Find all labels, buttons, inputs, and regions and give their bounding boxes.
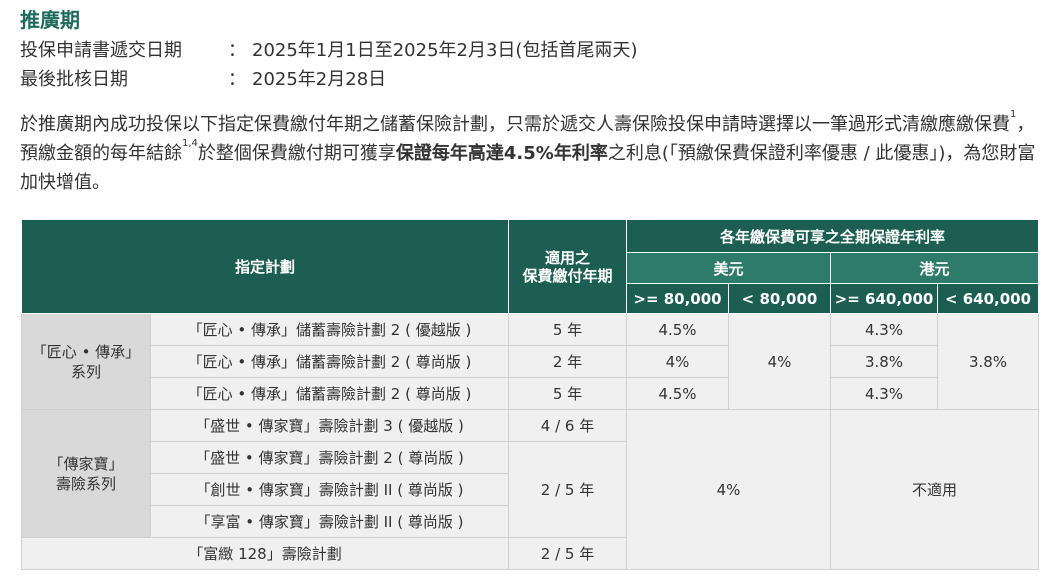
rate-hkd-high: 4.3% [830,313,938,346]
plan-name: 「匠心 • 傳承」儲蓄壽險計劃 2 ( 尊尚版 ) [150,377,509,410]
header-plan: 指定計劃 [21,219,509,314]
header-usd-high: >= 80,000 [626,283,729,314]
rate-hkd-common: 不適用 [830,409,1039,570]
term-cell: 2 / 5 年 [508,441,627,538]
rate-usd-high: 4.5% [626,313,729,346]
rate-hkd-high: 3.8% [830,345,938,378]
plan-name: 「創世 • 傳家寶」壽險計劃 II ( 尊尚版 ) [150,473,509,506]
rate-usd-low: 4% [728,313,831,410]
rate-table: 指定計劃 適用之 保費繳付年期 各年繳保費可享之全期保證年利率 美元 港元 >=… [21,219,1039,570]
rate-hkd-low: 3.8% [937,313,1039,410]
term-cell: 5 年 [508,377,627,410]
date-colon: ： [228,69,246,90]
term-cell: 2 / 5 年 [508,537,627,570]
plan-name: 「盛世 • 傳家寶」壽險計劃 2 ( 尊尚版 ) [150,441,509,474]
date-label: 最後批核日期 [20,69,128,90]
term-cell: 2 年 [508,345,627,378]
header-hkd: 港元 [830,252,1039,284]
term-cell: 5 年 [508,313,627,346]
footnote-ref: 1,4 [182,138,198,149]
series-name: 「匠心 • 傳承」 系列 [21,313,151,410]
plan-name: 「富緻 128」壽險計劃 [21,537,509,570]
header-usd-low: < 80,000 [728,283,831,314]
date-section: 投保申請書遞交日期 ： 2025年1月1日至2025年2月3日(包括首尾兩天) … [20,36,637,94]
header-usd: 美元 [626,252,831,284]
intro-text: 於整個保費繳付期可獲享 [197,143,396,164]
intro-paragraph: 於推廣期內成功投保以下指定保費繳付年期之儲蓄保險計劃，只需於遞交人壽保險投保申請… [20,110,1045,197]
submission-date-row: 投保申請書遞交日期 ： 2025年1月1日至2025年2月3日(包括首尾兩天) [20,36,637,65]
rate-hkd-high: 4.3% [830,377,938,410]
date-value: 2025年2月28日 [252,69,387,90]
date-value: 2025年1月1日至2025年2月3日(包括首尾兩天) [252,40,638,61]
rate-usd-high: 4% [626,345,729,378]
intro-highlight: 保證每年高達4.5%年利率 [395,143,608,164]
term-cell: 4 / 6 年 [508,409,627,442]
approval-date-row: 最後批核日期 ： 2025年2月28日 [20,65,637,94]
page-title: 推廣期 [20,8,80,32]
series-name: 「傳家寶」 壽險系列 [21,409,151,538]
header-rate-group: 各年繳保費可享之全期保證年利率 [626,219,1039,253]
intro-text: 之利息(「預繳保費保證利率優惠 / 此優惠」)，為您財富加快增值。 [20,143,1036,193]
header-term: 適用之 保費繳付年期 [508,219,627,314]
plan-name: 「享富 • 傳家寶」壽險計劃 II ( 尊尚版 ) [150,505,509,538]
date-label: 投保申請書遞交日期 [20,40,182,61]
plan-name: 「匠心 • 傳承」儲蓄壽險計劃 2 ( 優越版 ) [150,313,509,346]
header-hkd-low: < 640,000 [937,283,1039,314]
intro-text: ，預繳金額的每年結餘 [20,114,1035,164]
plan-name: 「匠心 • 傳承」儲蓄壽險計劃 2 ( 尊尚版 ) [150,345,509,378]
footnote-ref: 1 [1010,109,1017,120]
header-hkd-high: >= 640,000 [830,283,938,314]
plan-name: 「盛世 • 傳家寶」壽險計劃 3 ( 優越版 ) [150,409,509,442]
intro-text: 於推廣期內成功投保以下指定保費繳付年期之儲蓄保險計劃，只需於遞交人壽保險投保申請… [20,114,1010,135]
date-colon: ： [228,40,246,61]
rate-usd-common: 4% [626,409,831,570]
rate-usd-high: 4.5% [626,377,729,410]
